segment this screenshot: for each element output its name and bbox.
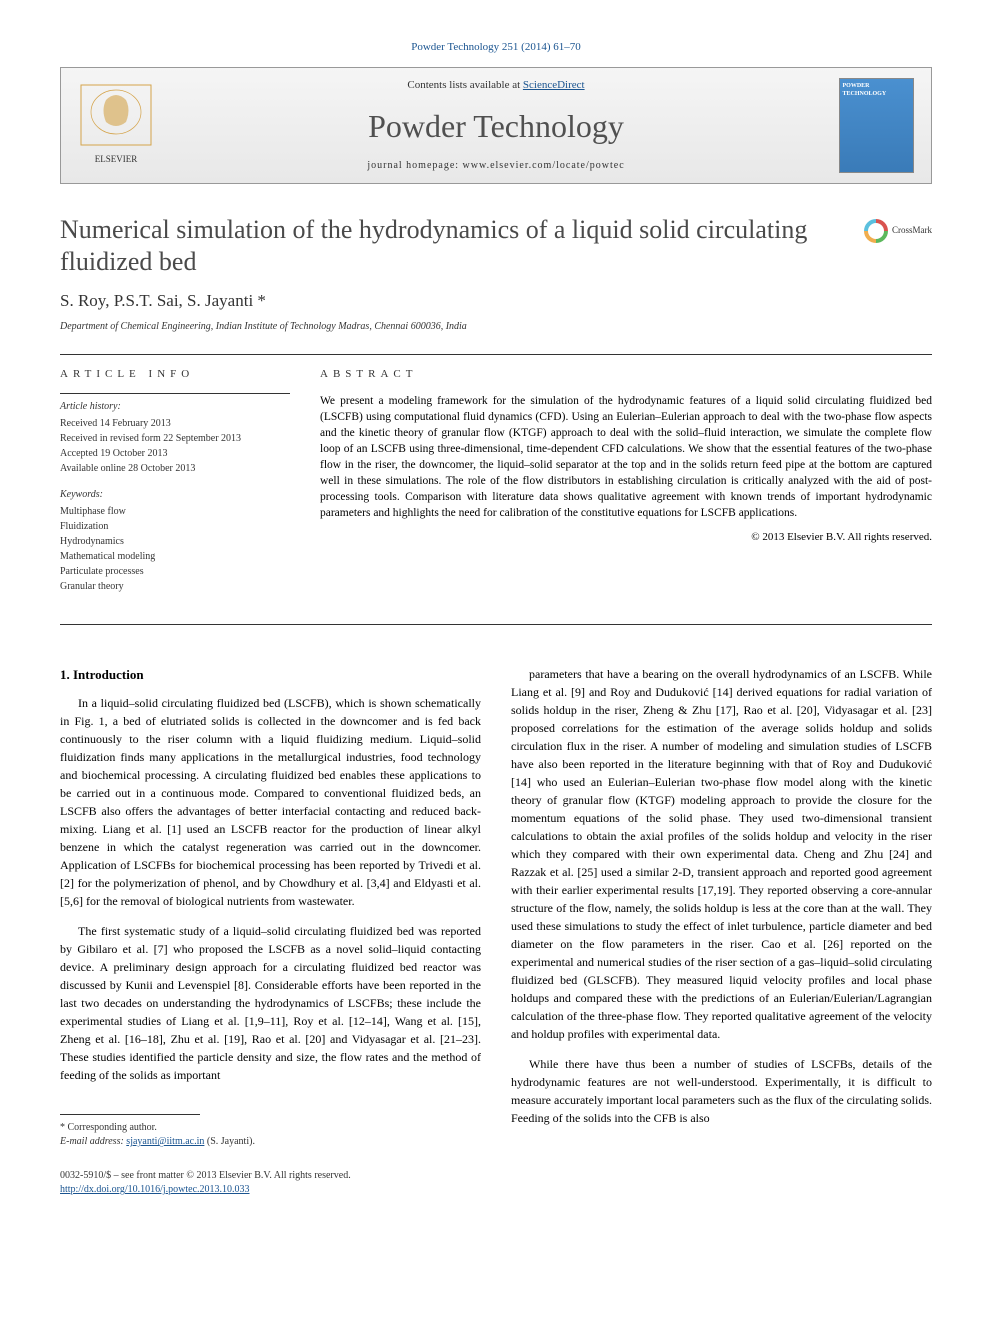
keywords-label: Keywords: bbox=[60, 488, 290, 502]
footnote-separator bbox=[60, 1114, 200, 1115]
crossmark-label: CrossMark bbox=[892, 224, 932, 237]
doi-link[interactable]: http://dx.doi.org/10.1016/j.powtec.2013.… bbox=[60, 1184, 250, 1195]
email-line: E-mail address: sjayanti@iitm.ac.in (S. … bbox=[60, 1135, 481, 1149]
journal-cover-label: POWDER TECHNOLOGY bbox=[840, 79, 913, 102]
corresponding-author: * Corresponding author. bbox=[60, 1121, 481, 1135]
journal-cover: POWDER TECHNOLOGY bbox=[839, 78, 914, 173]
abstract-text: We present a modeling framework for the … bbox=[320, 393, 932, 522]
abstract-heading: ABSTRACT bbox=[320, 367, 932, 382]
journal-name: Powder Technology bbox=[191, 104, 801, 149]
homepage-prefix: journal homepage: bbox=[367, 160, 462, 171]
body-col-right: parameters that have a bearing on the ov… bbox=[511, 665, 932, 1198]
crossmark-badge[interactable]: CrossMark bbox=[864, 219, 932, 243]
body-paragraph: The first systematic study of a liquid–s… bbox=[60, 922, 481, 1084]
keywords-text: Multiphase flow Fluidization Hydrodynami… bbox=[60, 504, 290, 594]
footer-copyright: 0032-5910/$ – see front matter © 2013 El… bbox=[60, 1169, 481, 1197]
journal-header: ELSEVIER Contents lists available at Sci… bbox=[60, 67, 932, 183]
email-link[interactable]: sjayanti@iitm.ac.in bbox=[126, 1136, 204, 1147]
crossmark-icon bbox=[864, 219, 888, 243]
contents-prefix: Contents lists available at bbox=[407, 79, 522, 91]
keywords-block: Keywords: Multiphase flow Fluidization H… bbox=[60, 488, 290, 594]
body-col-left: 1. Introduction In a liquid–solid circul… bbox=[60, 665, 481, 1198]
footer-line1: 0032-5910/$ – see front matter © 2013 El… bbox=[60, 1169, 481, 1183]
intro-heading: 1. Introduction bbox=[60, 665, 481, 685]
history-text: Received 14 February 2013 Received in re… bbox=[60, 416, 290, 476]
abstract-copyright: © 2013 Elsevier B.V. All rights reserved… bbox=[320, 530, 932, 545]
body-columns: 1. Introduction In a liquid–solid circul… bbox=[60, 665, 932, 1198]
authors: S. Roy, P.S.T. Sai, S. Jayanti * bbox=[60, 289, 932, 313]
journal-citation: Powder Technology 251 (2014) 61–70 bbox=[60, 40, 932, 55]
email-label: E-mail address: bbox=[60, 1136, 126, 1147]
article-info: ARTICLE INFO Article history: Received 1… bbox=[60, 367, 290, 593]
publisher-name: ELSEVIER bbox=[95, 154, 138, 164]
affiliation: Department of Chemical Engineering, Indi… bbox=[60, 320, 932, 334]
abstract-column: ABSTRACT We present a modeling framework… bbox=[320, 367, 932, 593]
info-abstract-row: ARTICLE INFO Article history: Received 1… bbox=[60, 367, 932, 593]
homepage-url[interactable]: www.elsevier.com/locate/powtec bbox=[463, 160, 625, 171]
body-paragraph: In a liquid–solid circulating fluidized … bbox=[60, 694, 481, 910]
footnote-block: * Corresponding author. E-mail address: … bbox=[60, 1121, 481, 1149]
publisher-logo-container: ELSEVIER bbox=[61, 68, 171, 182]
divider bbox=[60, 354, 932, 355]
contents-line: Contents lists available at ScienceDirec… bbox=[191, 78, 801, 93]
body-paragraph: parameters that have a bearing on the ov… bbox=[511, 665, 932, 1043]
article-history-block: Article history: Received 14 February 20… bbox=[60, 393, 290, 476]
header-center: Contents lists available at ScienceDirec… bbox=[171, 68, 821, 182]
homepage-line: journal homepage: www.elsevier.com/locat… bbox=[191, 159, 801, 173]
email-suffix: (S. Jayanti). bbox=[204, 1136, 255, 1147]
elsevier-logo: ELSEVIER bbox=[76, 80, 156, 170]
article-info-heading: ARTICLE INFO bbox=[60, 367, 290, 382]
journal-cover-container: POWDER TECHNOLOGY bbox=[821, 68, 931, 182]
history-label: Article history: bbox=[60, 400, 290, 414]
sciencedirect-link[interactable]: ScienceDirect bbox=[523, 79, 585, 91]
article-title: Numerical simulation of the hydrodynamic… bbox=[60, 214, 844, 279]
body-paragraph: While there have thus been a number of s… bbox=[511, 1055, 932, 1127]
